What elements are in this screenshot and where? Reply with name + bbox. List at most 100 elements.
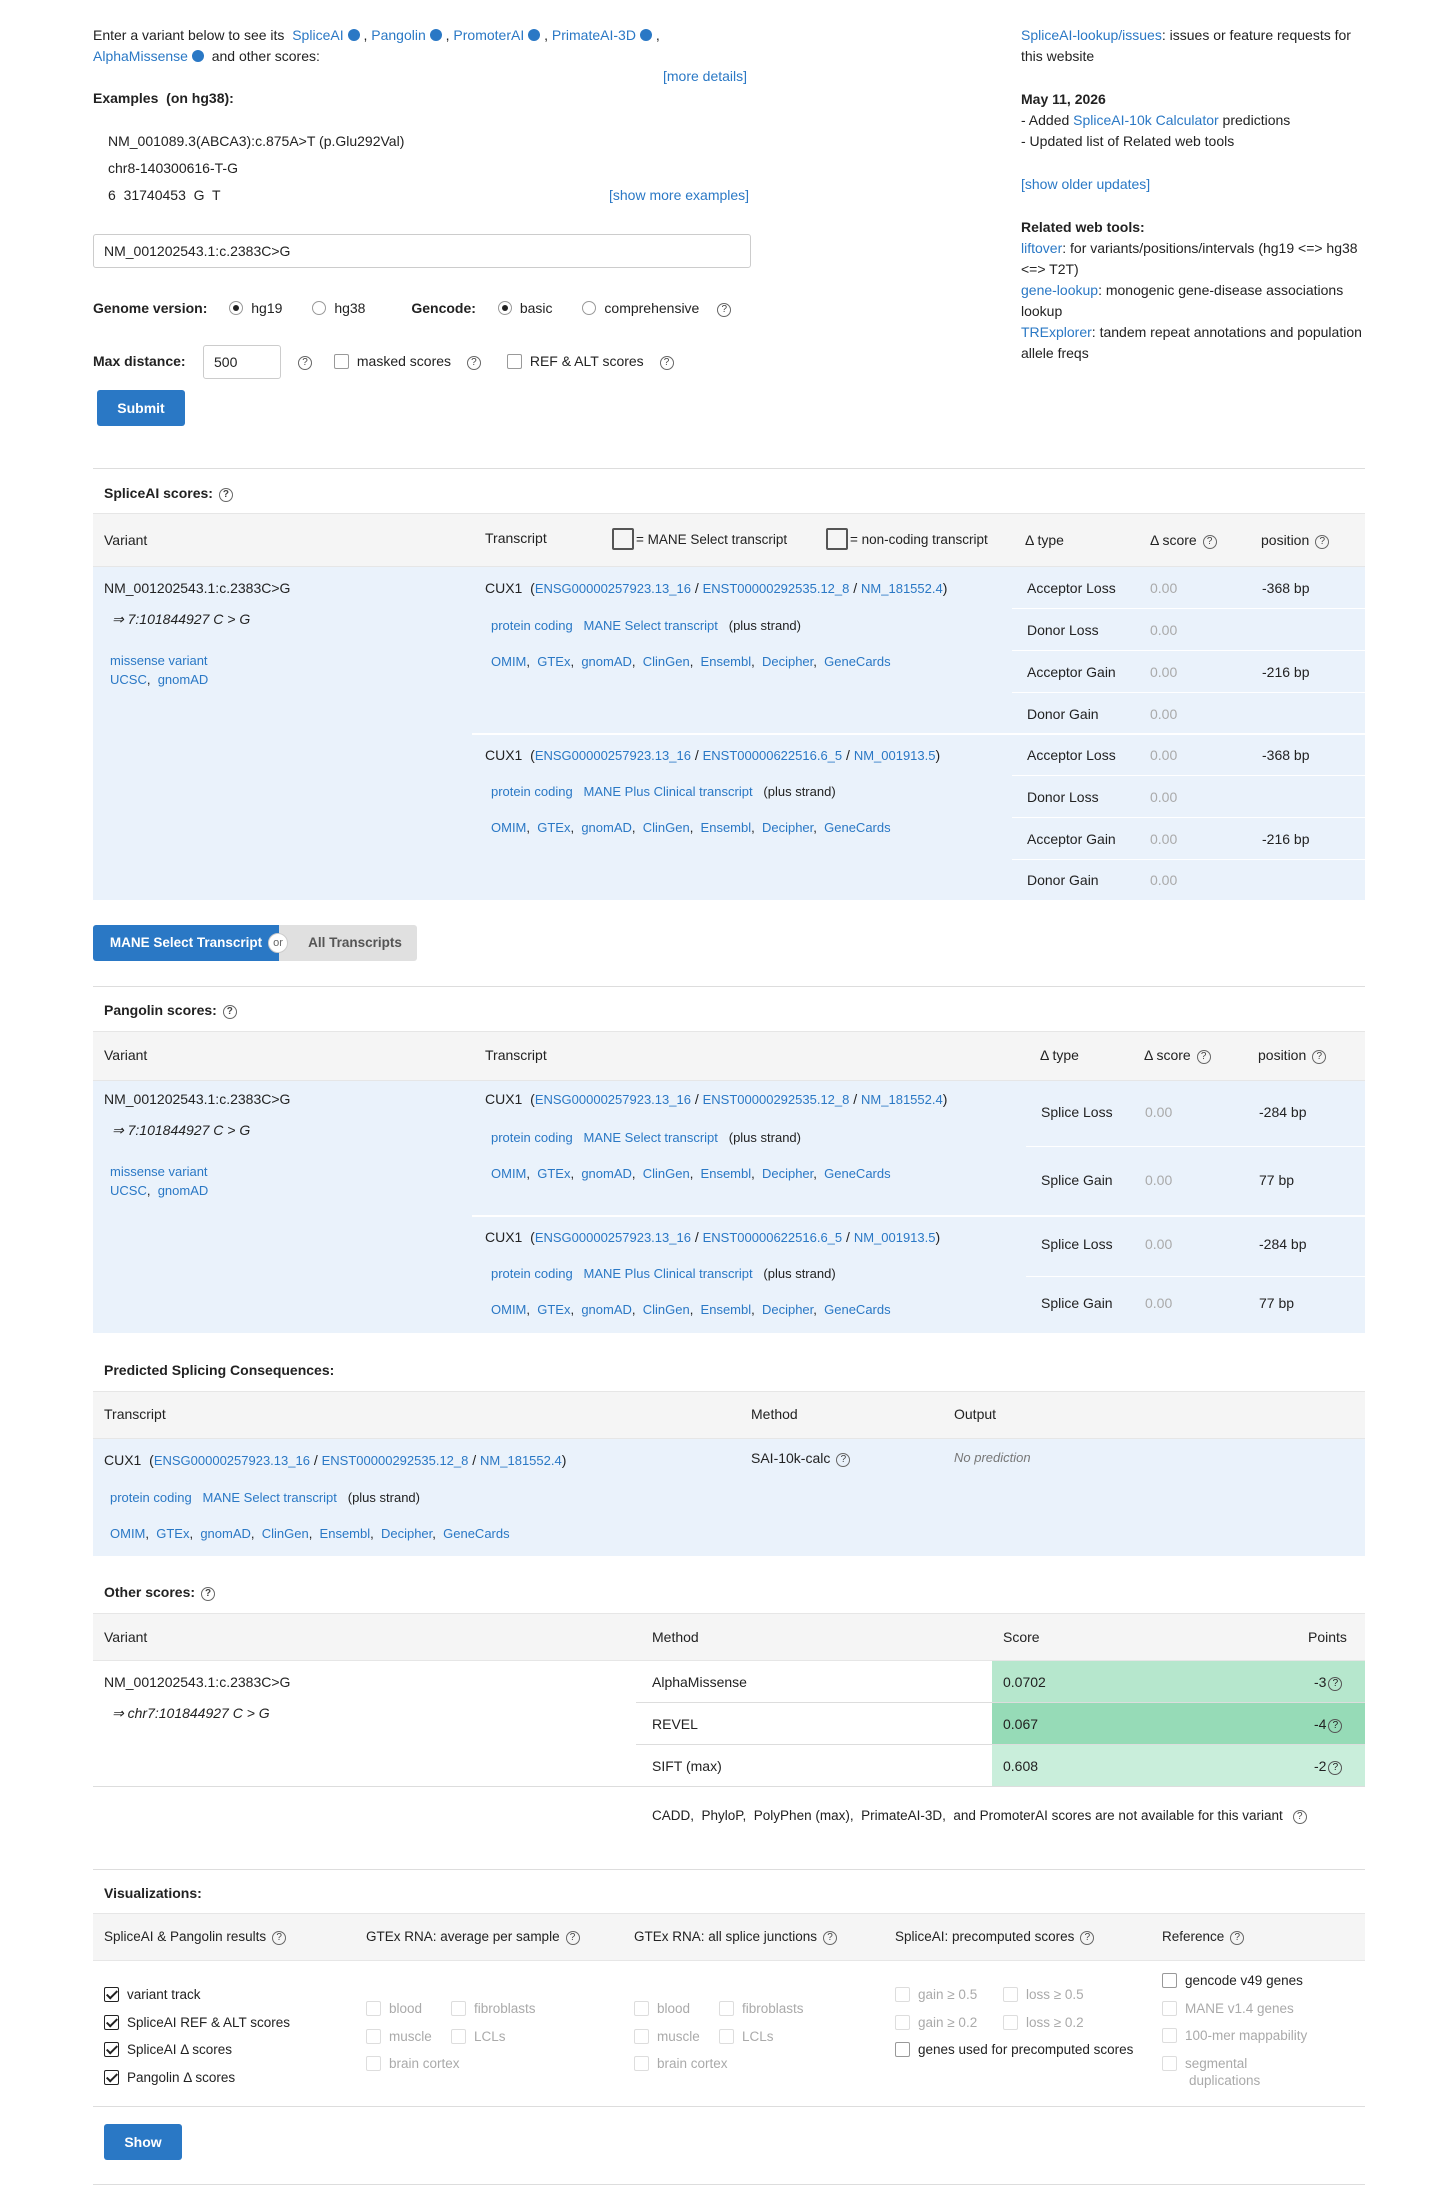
- help-icon[interactable]: ?: [222, 1005, 237, 1019]
- help-icon[interactable]: ?: [218, 488, 233, 502]
- ensembl-link[interactable]: Ensembl: [700, 1166, 752, 1181]
- clingen-link[interactable]: ClinGen: [261, 1526, 309, 1541]
- mane-tag-link[interactable]: MANE Select transcript: [202, 1490, 337, 1505]
- omim-link[interactable]: OMIM: [110, 1526, 146, 1541]
- checkbox[interactable]: [719, 2001, 734, 2016]
- basic-radio[interactable]: [497, 301, 512, 315]
- help-icon[interactable]: ?: [823, 1931, 838, 1945]
- checkbox[interactable]: [634, 2028, 649, 2044]
- gtex-fibroblasts-option[interactable]: fibroblasts: [451, 2001, 536, 2016]
- help-icon[interactable]: ?: [1202, 535, 1217, 549]
- gnomad-link[interactable]: gnomAD: [581, 1302, 632, 1317]
- loss-05-option[interactable]: loss ≥ 0.5: [1003, 1987, 1084, 2002]
- refseq-link[interactable]: NM_181552.4: [861, 1092, 943, 1107]
- gencode-genes-option[interactable]: gencode v49 genes: [1162, 1967, 1362, 1995]
- promoterai-link[interactable]: PromoterAI: [453, 27, 525, 43]
- variant-track-option[interactable]: variant track: [104, 1981, 290, 2009]
- mane-tag-link[interactable]: MANE Select transcript: [583, 618, 718, 633]
- checkbox[interactable]: [451, 2001, 466, 2016]
- refseq-link[interactable]: NM_001913.5: [853, 748, 936, 763]
- example-1[interactable]: NM_001089.3(ABCA3):c.875A>T (p.Glu292Val…: [108, 133, 405, 149]
- max-distance-input[interactable]: 500: [203, 345, 281, 379]
- pangolin-delta-checkbox[interactable]: [104, 2069, 119, 2085]
- all-transcripts-toggle[interactable]: All Transcripts: [279, 925, 417, 961]
- enst-link[interactable]: ENST00000622516.6_5: [702, 748, 843, 763]
- checkbox[interactable]: [1162, 2000, 1177, 2016]
- gnomad-link[interactable]: gnomAD: [200, 1526, 251, 1541]
- show-more-examples-link[interactable]: [show more examples]: [609, 187, 750, 203]
- checkbox[interactable]: [634, 2001, 649, 2016]
- gain-05-option[interactable]: gain ≥ 0.5: [895, 1981, 1003, 2009]
- gain-02-option[interactable]: gain ≥ 0.2: [895, 2009, 1003, 2037]
- mane-genes-option[interactable]: MANE v1.4 genes: [1162, 1995, 1362, 2023]
- mane-select-toggle[interactable]: MANE Select Transcript: [93, 925, 279, 961]
- genecards-link[interactable]: GeneCards: [824, 1166, 891, 1181]
- help-icon[interactable]: ?: [1328, 1719, 1343, 1733]
- github-icon[interactable]: [639, 29, 652, 41]
- consequence-link[interactable]: missense variant: [110, 653, 208, 668]
- omim-link[interactable]: OMIM: [491, 1166, 527, 1181]
- omim-link[interactable]: OMIM: [491, 654, 527, 669]
- ucsc-link[interactable]: UCSC: [110, 1183, 147, 1198]
- help-icon[interactable]: ?: [1328, 1677, 1343, 1691]
- trexplorer-link[interactable]: TRExplorer: [1021, 324, 1092, 340]
- help-icon[interactable]: ?: [659, 356, 674, 370]
- segdup-option[interactable]: segmental duplications: [1162, 2050, 1292, 2089]
- help-icon[interactable]: ?: [565, 1931, 580, 1945]
- ensembl-link[interactable]: Ensembl: [700, 654, 752, 669]
- primateai-link[interactable]: PrimateAI-3D: [551, 27, 636, 43]
- more-details-link[interactable]: [more details]: [663, 68, 748, 84]
- checkbox[interactable]: [895, 2014, 910, 2030]
- hg19-radio[interactable]: [229, 301, 244, 315]
- decipher-link[interactable]: Decipher: [380, 1526, 433, 1541]
- checkbox[interactable]: [451, 2028, 466, 2044]
- help-icon[interactable]: ?: [1328, 1761, 1343, 1775]
- gnomad-link[interactable]: gnomAD: [581, 654, 632, 669]
- ensg-link[interactable]: ENSG00000257923.13_16: [534, 1230, 691, 1245]
- checkbox[interactable]: [719, 2028, 734, 2044]
- checkbox[interactable]: [366, 2001, 381, 2016]
- example-2[interactable]: chr8-140300616-T-G: [108, 160, 238, 176]
- ensembl-link[interactable]: Ensembl: [700, 820, 752, 835]
- loss-02-option[interactable]: loss ≥ 0.2: [1003, 2014, 1084, 2030]
- liftover-link[interactable]: liftover: [1021, 240, 1063, 256]
- spliceai-refalt-option[interactable]: SpliceAI REF & ALT scores: [104, 2009, 290, 2037]
- help-icon[interactable]: ?: [1080, 1931, 1095, 1945]
- github-icon[interactable]: [191, 50, 204, 62]
- enst-link[interactable]: ENST00000292535.12_8: [321, 1453, 469, 1468]
- gtex-link[interactable]: GTEx: [156, 1526, 190, 1541]
- ensg-link[interactable]: ENSG00000257923.13_16: [534, 748, 691, 763]
- gtex-muscle-option[interactable]: muscle: [366, 2023, 451, 2051]
- decipher-link[interactable]: Decipher: [761, 820, 814, 835]
- genecards-link[interactable]: GeneCards: [824, 820, 891, 835]
- checkbox[interactable]: [634, 2056, 649, 2071]
- junc-fibroblasts-option[interactable]: fibroblasts: [719, 2001, 804, 2016]
- checkbox[interactable]: [366, 2028, 381, 2044]
- help-icon[interactable]: ?: [1315, 535, 1330, 549]
- gnomad-link[interactable]: gnomAD: [157, 1183, 209, 1198]
- biotype-link[interactable]: protein coding: [491, 1266, 573, 1281]
- decipher-link[interactable]: Decipher: [761, 1302, 814, 1317]
- pangolin-delta-option[interactable]: Pangolin Δ scores: [104, 2064, 290, 2092]
- help-icon[interactable]: ?: [272, 1931, 287, 1945]
- biotype-link[interactable]: protein coding: [491, 618, 573, 633]
- ensg-link[interactable]: ENSG00000257923.13_16: [534, 581, 691, 596]
- spliceai-10k-link[interactable]: SpliceAI-10k Calculator: [1073, 112, 1219, 128]
- ensembl-link[interactable]: Ensembl: [700, 1302, 752, 1317]
- biotype-link[interactable]: protein coding: [491, 1130, 573, 1145]
- comprehensive-radio[interactable]: [582, 301, 597, 315]
- clingen-link[interactable]: ClinGen: [642, 1166, 690, 1181]
- gtex-link[interactable]: GTEx: [537, 1302, 571, 1317]
- decipher-link[interactable]: Decipher: [761, 1166, 814, 1181]
- checkbox[interactable]: [366, 2056, 381, 2071]
- help-icon[interactable]: ?: [298, 356, 312, 370]
- ensembl-link[interactable]: Ensembl: [319, 1526, 371, 1541]
- junc-lcls-option[interactable]: LCLs: [719, 2028, 774, 2044]
- hg38-radio[interactable]: [312, 301, 327, 315]
- github-icon[interactable]: [347, 29, 360, 41]
- alphamissense-link[interactable]: AlphaMissense: [93, 48, 188, 64]
- github-icon[interactable]: [528, 29, 541, 41]
- variant-search-input[interactable]: NM_001202543.1:c.2383C>G: [93, 234, 751, 268]
- gene-lookup-link[interactable]: gene-lookup: [1021, 282, 1099, 298]
- enst-link[interactable]: ENST00000292535.12_8: [702, 581, 850, 596]
